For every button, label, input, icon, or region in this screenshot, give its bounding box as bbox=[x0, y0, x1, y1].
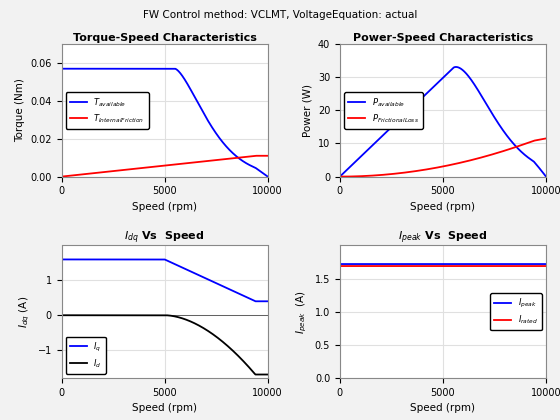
Line: $T_{available}$: $T_{available}$ bbox=[62, 69, 268, 176]
Legend: $T_{available}$, $T_{InternalFriction}$: $T_{available}$, $T_{InternalFriction}$ bbox=[66, 92, 149, 129]
Y-axis label: Torque (Nm): Torque (Nm) bbox=[15, 79, 25, 142]
$P_{available}$ bbox=[499, 127, 506, 132]
$P_{available}$ bbox=[437, 78, 444, 83]
$I_{rated}$ bbox=[536, 263, 543, 268]
X-axis label: Speed (rpm): Speed (rpm) bbox=[132, 202, 197, 212]
$T_{InternalFriction}$ bbox=[158, 163, 165, 168]
$I_d$ bbox=[252, 372, 259, 377]
$T_{available}$ bbox=[158, 66, 165, 71]
$I_d$ bbox=[153, 313, 160, 318]
$P_{FrictionalLoss}$ bbox=[337, 174, 343, 179]
$P_{available}$ bbox=[431, 83, 438, 88]
$I_{rated}$ bbox=[543, 263, 549, 268]
$I_q$ bbox=[153, 257, 160, 262]
X-axis label: Speed (rpm): Speed (rpm) bbox=[410, 403, 475, 413]
$T_{InternalFriction}$ bbox=[221, 157, 227, 162]
$I_{peak}$ bbox=[536, 262, 543, 267]
Line: $I_d$: $I_d$ bbox=[62, 315, 268, 375]
$I_{rated}$ bbox=[337, 263, 343, 268]
$I_q$ bbox=[58, 257, 65, 262]
$P_{available}$ bbox=[536, 166, 543, 171]
$I_{rated}$ bbox=[536, 263, 543, 268]
$P_{available}$ bbox=[337, 174, 343, 179]
$I_q$ bbox=[221, 284, 227, 289]
Y-axis label: Power (W): Power (W) bbox=[302, 84, 312, 137]
$T_{InternalFriction}$ bbox=[264, 153, 271, 158]
Line: $P_{available}$: $P_{available}$ bbox=[340, 67, 546, 176]
$I_{rated}$ bbox=[437, 263, 444, 268]
$I_d$ bbox=[264, 372, 271, 377]
$P_{FrictionalLoss}$ bbox=[431, 165, 438, 171]
$T_{available}$ bbox=[58, 66, 65, 71]
Y-axis label: $I_{dq}$ (A): $I_{dq}$ (A) bbox=[18, 296, 32, 328]
$I_{rated}$ bbox=[347, 263, 354, 268]
$I_q$ bbox=[69, 257, 76, 262]
$I_{peak}$ bbox=[337, 262, 343, 267]
$I_{rated}$ bbox=[499, 263, 506, 268]
$P_{FrictionalLoss}$ bbox=[347, 174, 354, 179]
Title: $I_{peak}$ Vs  Speed: $I_{peak}$ Vs Speed bbox=[398, 229, 488, 246]
$I_d$ bbox=[69, 313, 76, 318]
Text: FW Control method: VCLMT, VoltageEquation: actual: FW Control method: VCLMT, VoltageEquatio… bbox=[143, 10, 417, 21]
$I_{peak}$ bbox=[437, 262, 444, 267]
$P_{FrictionalLoss}$ bbox=[536, 137, 543, 142]
X-axis label: Speed (rpm): Speed (rpm) bbox=[132, 403, 197, 413]
$T_{InternalFriction}$ bbox=[252, 153, 259, 158]
$T_{InternalFriction}$ bbox=[153, 164, 160, 169]
Line: $T_{InternalFriction}$: $T_{InternalFriction}$ bbox=[62, 156, 268, 176]
$T_{available}$ bbox=[221, 141, 227, 146]
$I_q$ bbox=[264, 299, 271, 304]
$I_d$ bbox=[58, 313, 65, 318]
X-axis label: Speed (rpm): Speed (rpm) bbox=[410, 202, 475, 212]
$I_{peak}$ bbox=[543, 262, 549, 267]
$I_d$ bbox=[258, 372, 265, 377]
$I_q$ bbox=[258, 299, 265, 304]
Legend: $P_{available}$, $P_{FrictionalLoss}$: $P_{available}$, $P_{FrictionalLoss}$ bbox=[344, 92, 423, 129]
$T_{InternalFriction}$ bbox=[69, 173, 76, 178]
$T_{InternalFriction}$ bbox=[258, 153, 265, 158]
Title: $I_{dq}$ Vs  Speed: $I_{dq}$ Vs Speed bbox=[124, 229, 205, 246]
$P_{FrictionalLoss}$ bbox=[536, 137, 543, 142]
$P_{FrictionalLoss}$ bbox=[499, 149, 506, 154]
$T_{available}$ bbox=[258, 170, 265, 175]
$I_{peak}$ bbox=[499, 262, 506, 267]
$T_{available}$ bbox=[153, 66, 160, 71]
$I_d$ bbox=[158, 313, 165, 318]
Legend: $I_q$, $I_d$: $I_q$, $I_d$ bbox=[66, 336, 106, 374]
$T_{available}$ bbox=[264, 174, 271, 179]
$I_{peak}$ bbox=[431, 262, 438, 267]
$I_d$ bbox=[259, 372, 265, 377]
$I_d$ bbox=[221, 340, 227, 345]
$P_{available}$ bbox=[452, 64, 459, 69]
$P_{available}$ bbox=[543, 174, 549, 179]
$P_{available}$ bbox=[537, 167, 544, 172]
$I_q$ bbox=[158, 257, 165, 262]
$T_{InternalFriction}$ bbox=[259, 153, 265, 158]
$I_q$ bbox=[252, 299, 259, 304]
$I_{rated}$ bbox=[431, 263, 438, 268]
$P_{FrictionalLoss}$ bbox=[437, 165, 444, 170]
Line: $P_{FrictionalLoss}$: $P_{FrictionalLoss}$ bbox=[340, 139, 546, 176]
Title: Power-Speed Characteristics: Power-Speed Characteristics bbox=[353, 33, 533, 43]
Legend: $I_{peak}$, $I_{rated}$: $I_{peak}$, $I_{rated}$ bbox=[490, 293, 542, 331]
$P_{FrictionalLoss}$ bbox=[543, 136, 549, 141]
Line: $I_q$: $I_q$ bbox=[62, 260, 268, 301]
$T_{available}$ bbox=[258, 170, 265, 175]
$I_{peak}$ bbox=[347, 262, 354, 267]
$T_{available}$ bbox=[69, 66, 76, 71]
$P_{available}$ bbox=[347, 164, 354, 169]
Y-axis label: $I_{peak}$  (A): $I_{peak}$ (A) bbox=[295, 290, 309, 334]
$I_q$ bbox=[259, 299, 265, 304]
$I_{peak}$ bbox=[536, 262, 543, 267]
$T_{InternalFriction}$ bbox=[58, 174, 65, 179]
Title: Torque-Speed Characteristics: Torque-Speed Characteristics bbox=[73, 33, 256, 43]
